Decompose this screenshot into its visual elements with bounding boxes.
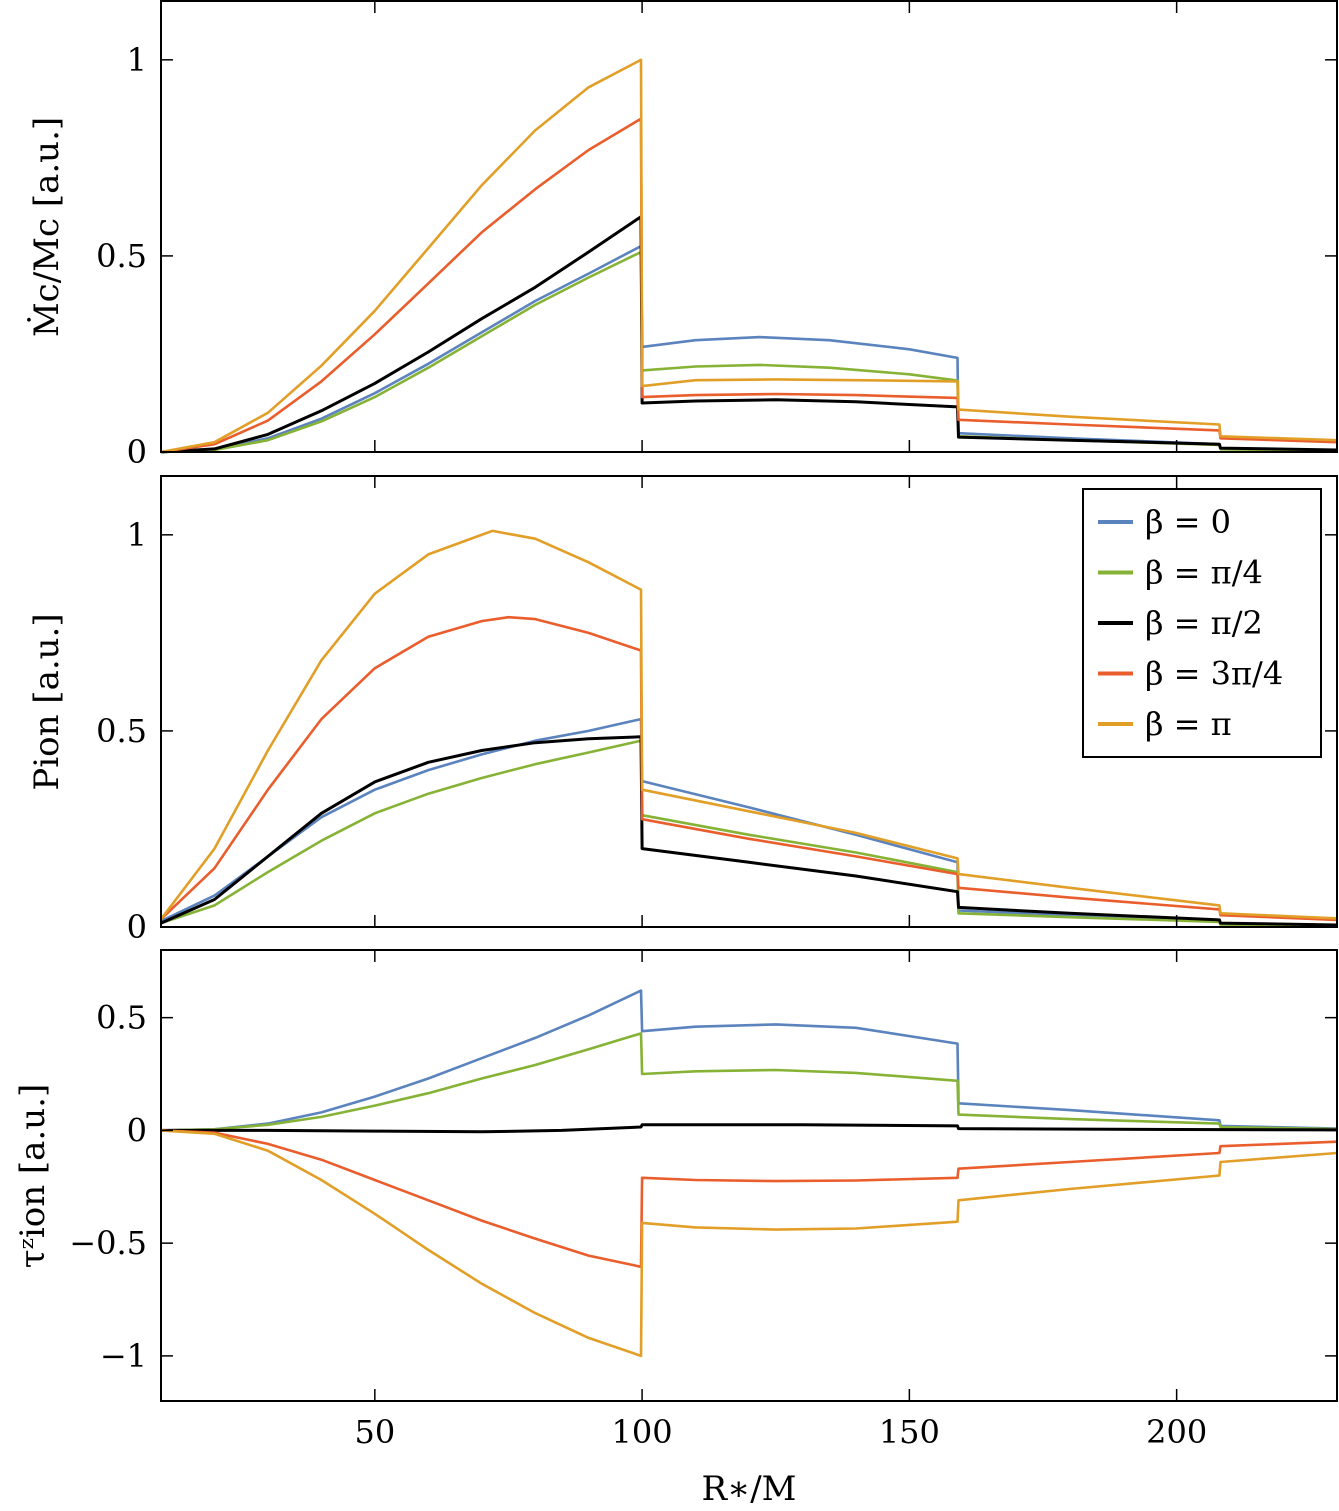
panel-ion-torque: 50 100 150 200 −1 −0.5 0 0.5 τᶻion [a.u.] xyxy=(13,949,1338,1451)
series-line xyxy=(161,1123,1338,1134)
plot-frame xyxy=(160,475,1338,928)
panel-mass-accretion: 00.51 Ṁc/Mc [a.u.] xyxy=(27,0,1338,471)
y-tick-label: 0.5 xyxy=(96,712,147,750)
legend-label: β = 3π/4 xyxy=(1145,655,1283,693)
y-tick-label: 0.5 xyxy=(96,237,147,275)
legend-items: β = 0 β = π/4 β = π/2 β = 3π/4 β = π xyxy=(1098,503,1283,743)
legend-label: β = π/2 xyxy=(1145,604,1263,642)
series-line xyxy=(160,989,1338,1132)
plot-frame xyxy=(160,949,1338,1402)
y-tick-label: −0.5 xyxy=(69,1224,147,1262)
series-line xyxy=(160,215,1338,454)
plot-frame xyxy=(160,0,1338,453)
y-tick-label: 1 xyxy=(127,516,147,554)
panel-ion-power: 00.51 Pion [a.u.] β = 0β = π/4β = π/2β =… xyxy=(27,475,1338,946)
series-line xyxy=(160,58,1338,454)
series-layer xyxy=(160,989,1338,1358)
x-tick-label: 50 xyxy=(354,1413,395,1451)
y-tick-label: −1 xyxy=(100,1337,147,1375)
x-axis-label: R∗/M xyxy=(702,1469,797,1509)
y-axis-label: Ṁc/Mc [a.u.] xyxy=(27,117,67,337)
y-tick-label: 0 xyxy=(127,433,147,471)
y-axis-label: τᶻion [a.u.] xyxy=(13,1084,53,1268)
series-line xyxy=(160,1032,1338,1132)
series-layer xyxy=(160,58,1338,454)
x-tick-label: 200 xyxy=(1146,1413,1207,1451)
y-tick-label: 0 xyxy=(127,908,147,946)
tick-layer: 00.51 xyxy=(96,476,1337,946)
y-tick-label: 0.5 xyxy=(96,999,147,1037)
y-tick-label: 1 xyxy=(127,41,147,79)
series-line xyxy=(160,615,1338,922)
series-line xyxy=(160,735,1338,927)
legend-label: β = 0 xyxy=(1145,503,1231,541)
series-line xyxy=(160,1129,1338,1358)
legend-label: β = π xyxy=(1145,705,1232,743)
legend: β = 0 β = π/4 β = π/2 β = 3π/4 β = π xyxy=(1082,488,1322,758)
tick-layer: 00.51 xyxy=(96,1,1337,471)
x-tick-label: 150 xyxy=(879,1413,940,1451)
tick-layer: 50 100 150 200 −1 −0.5 0 0.5 xyxy=(69,950,1337,1451)
y-tick-label: 0 xyxy=(127,1111,147,1149)
y-axis-label: Pion [a.u.] xyxy=(27,613,67,790)
series-line xyxy=(159,529,1338,920)
series-layer xyxy=(159,529,1338,928)
series-line xyxy=(160,1129,1338,1269)
legend-label: β = π/4 xyxy=(1145,554,1263,592)
x-tick-label: 100 xyxy=(612,1413,673,1451)
